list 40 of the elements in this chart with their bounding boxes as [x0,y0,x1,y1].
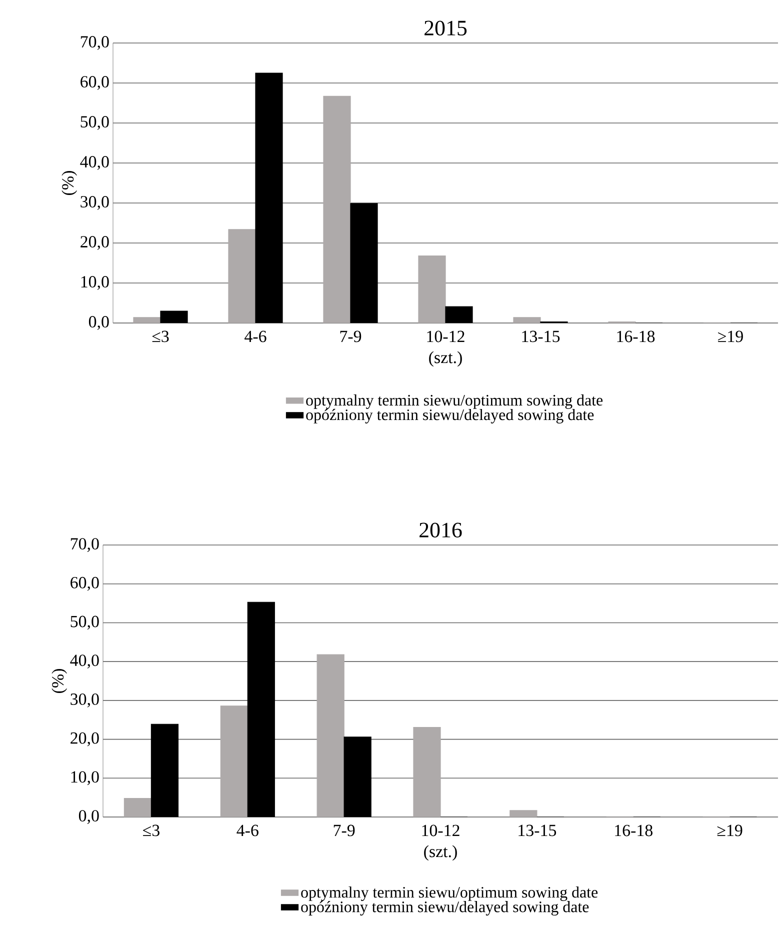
y-tick-label: 0,0 [88,316,109,330]
y-tick-label: 0,0 [78,810,99,824]
y-tick-label: 20,0 [70,732,99,746]
x-tick-label: ≥19 [718,330,743,342]
y-tick-label: 20,0 [80,236,109,250]
y-tick-label: 10,0 [81,276,109,290]
x-tick-label: 16-18 [617,330,655,342]
chart-title: 2016 [420,522,462,538]
y-tick-label: 30,0 [80,196,109,210]
chart-title: 2015 [424,20,467,36]
x-tick-label: ≤3 [152,330,169,342]
y-tick-label: 40,0 [70,654,99,669]
x-tick-label: 7-9 [340,330,362,342]
x-tick-label: ≤3 [143,824,160,836]
x-tick-label: 13-15 [518,824,556,836]
x-axis-title: (szt.) [429,351,462,367]
x-tick-label: 10-12 [427,330,464,342]
x-axis-title: (szt.) [424,845,457,861]
y-tick-label: 50,0 [80,116,109,130]
legend-label: opóźniony termin siewu/delayed sowing date [306,408,594,424]
y-tick-label: 10,0 [71,771,99,786]
y-tick-label: 50,0 [70,616,99,630]
y-tick-label: 60,0 [80,76,109,90]
x-tick-label: 16-18 [615,824,652,836]
y-axis-title: (%) [52,669,68,693]
x-tick-label: 13-15 [522,330,560,342]
y-axis-title: (%) [62,171,78,195]
legend-label: opóźniony termin siewu/delayed sowing date [301,901,589,916]
y-tick-label: 70,0 [80,36,109,50]
x-tick-label: 4-6 [236,824,258,836]
y-tick-label: 40,0 [80,156,109,170]
y-tick-label: 30,0 [70,693,99,708]
x-tick-label: 7-9 [334,824,355,836]
x-tick-label: 4-6 [244,330,266,342]
x-tick-label: ≥19 [717,824,742,836]
x-tick-label: 10-12 [422,824,460,836]
y-tick-label: 60,0 [70,576,99,591]
legend-label: optymalny termin siewu/optimum sowing date [301,886,598,901]
y-tick-label: 70,0 [70,538,99,552]
legend-label: optymalny termin siewu/optimum sowing date [306,394,603,409]
